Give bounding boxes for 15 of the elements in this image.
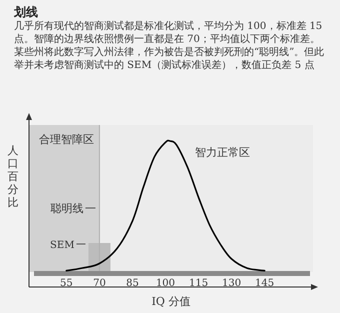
ref-line-label: 聪明线 — [50, 202, 84, 215]
chart-subtitle: 几乎所有现代的智商测试都是标准化测试，平均分为 100，标准差 15 点。智障的边界线依照惯例一直都是在 70；平均值以下两个标准差。某些州将此数字写入州法律，作为被告是否被判死刑的“聪明线”。但此举并未考虑智商测试中的 SEM（测试标准误差），数值正负差 5 点 — [14, 20, 326, 72]
chart-title: 划线 — [14, 4, 38, 20]
x-tick-label: 85 — [126, 278, 139, 289]
x-tick-label: 100 — [156, 278, 176, 289]
x-tick-label: 130 — [222, 278, 242, 289]
band-label: 智力正常区 — [195, 146, 250, 159]
x-tick-label: 115 — [188, 278, 208, 289]
band-label: 合理智障区 — [39, 133, 94, 146]
x-tick-label: 55 — [60, 278, 73, 289]
band-label: SEM — [50, 240, 74, 251]
x-tick-label: 145 — [255, 278, 274, 289]
x-axis-title: IQ 分值 — [152, 295, 190, 308]
x-tick-label: 70 — [93, 278, 106, 289]
y-axis-title: 人口百分比 — [8, 144, 18, 209]
